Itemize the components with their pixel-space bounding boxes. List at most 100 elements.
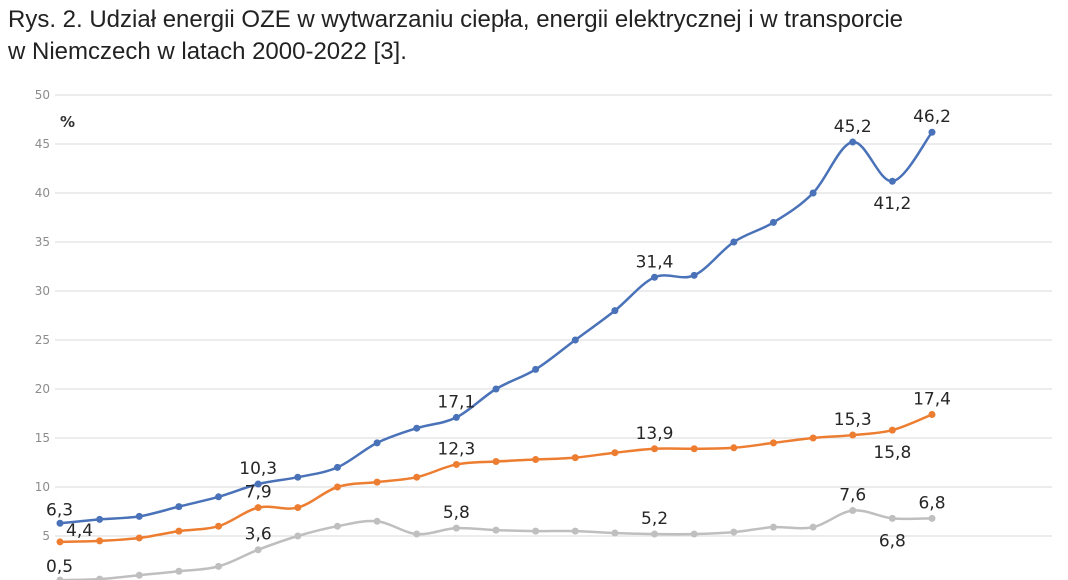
data-point xyxy=(96,515,104,523)
y-tick-label: 10 xyxy=(35,480,50,494)
y-tick-label: 15 xyxy=(35,431,50,445)
data-point xyxy=(294,473,302,481)
data-point xyxy=(532,365,540,373)
data-point xyxy=(849,431,857,439)
data-point xyxy=(294,504,302,512)
data-point xyxy=(730,444,738,452)
data-point xyxy=(175,567,183,575)
data-point xyxy=(809,523,817,531)
data-point xyxy=(333,483,341,491)
data-point xyxy=(294,532,302,540)
data-point xyxy=(492,385,500,393)
y-tick-label: 20 xyxy=(35,382,50,396)
data-point xyxy=(611,449,619,457)
data-label: 6,8 xyxy=(918,493,945,513)
data-point xyxy=(730,528,738,536)
data-point xyxy=(135,512,143,520)
figure-caption: Rys. 2. Udział energii OZE w wytwarzaniu… xyxy=(8,4,903,68)
data-point xyxy=(96,575,104,580)
data-point xyxy=(254,504,262,512)
data-point xyxy=(333,522,341,530)
data-point xyxy=(56,576,64,580)
data-label: 13,9 xyxy=(636,424,674,444)
data-point xyxy=(373,517,381,525)
caption-line-2: w Niemczech w latach 2000-2022 [3]. xyxy=(8,38,407,65)
data-label: 17,4 xyxy=(913,389,951,409)
data-point xyxy=(769,523,777,531)
data-point xyxy=(215,522,223,530)
data-label: 6,3 xyxy=(46,500,73,520)
data-label: 15,8 xyxy=(873,443,911,463)
data-labels: 6,3 10,3 17,1 31,4 45,2 41,2 46,2 4,4 7,9 12,3 13,… xyxy=(46,107,951,577)
data-label: 0,5 xyxy=(46,557,73,577)
data-point xyxy=(452,413,460,421)
data-point xyxy=(809,189,817,197)
data-label: 41,2 xyxy=(873,194,911,214)
y-tick-label: 45 xyxy=(35,137,50,151)
gridlines xyxy=(55,94,1052,537)
data-point xyxy=(373,439,381,447)
data-label: 17,1 xyxy=(437,392,475,412)
data-label: 10,3 xyxy=(239,459,277,479)
data-point xyxy=(333,463,341,471)
data-point xyxy=(611,307,619,315)
data-label: 45,2 xyxy=(834,117,872,137)
data-point xyxy=(888,177,896,185)
y-tick-label: 25 xyxy=(35,333,50,347)
data-point xyxy=(215,562,223,570)
y-tick-label: 5 xyxy=(42,529,50,543)
data-point xyxy=(492,526,500,534)
data-point xyxy=(769,218,777,226)
data-point xyxy=(56,519,64,527)
data-point xyxy=(888,514,896,522)
series-line-2 xyxy=(59,509,933,580)
data-label: 15,3 xyxy=(834,410,872,430)
data-label: 7,9 xyxy=(245,483,272,503)
data-point xyxy=(928,514,936,522)
data-label: 46,2 xyxy=(913,107,951,127)
data-point xyxy=(690,530,698,538)
data-label: 7,6 xyxy=(839,486,866,506)
data-point xyxy=(532,527,540,535)
data-label: 5,8 xyxy=(443,503,470,523)
data-point xyxy=(135,571,143,579)
data-point xyxy=(571,336,579,344)
data-point xyxy=(651,445,659,453)
y-tick-label: 30 xyxy=(35,284,50,298)
data-label: 31,4 xyxy=(636,252,674,272)
caption-line-1: Rys. 2. Udział energii OZE w wytwarzaniu… xyxy=(8,6,904,33)
data-point xyxy=(849,138,857,146)
data-point xyxy=(215,493,223,501)
data-point xyxy=(452,460,460,468)
data-point xyxy=(532,456,540,464)
y-tick-label: 40 xyxy=(35,186,50,200)
data-point xyxy=(413,530,421,538)
data-point xyxy=(135,534,143,542)
data-point xyxy=(56,538,64,546)
data-point xyxy=(175,527,183,535)
data-label: 6,8 xyxy=(879,531,906,551)
y-axis-unit: % xyxy=(60,113,75,131)
data-label: 5,2 xyxy=(641,509,668,529)
data-point xyxy=(254,546,262,554)
data-point xyxy=(571,454,579,462)
data-point xyxy=(373,478,381,486)
y-axis-ticks: 5 10 15 20 25 30 35 40 45 50 xyxy=(35,88,50,543)
data-label: 12,3 xyxy=(437,439,475,459)
data-point xyxy=(413,473,421,481)
data-point xyxy=(809,434,817,442)
data-point xyxy=(254,480,262,488)
y-tick-label: 35 xyxy=(35,235,50,249)
series-line-1 xyxy=(59,413,933,544)
data-point xyxy=(928,128,936,136)
data-point xyxy=(452,524,460,532)
data-point xyxy=(769,439,777,447)
data-point xyxy=(928,410,936,418)
data-point xyxy=(690,445,698,453)
series-lines xyxy=(56,128,936,580)
data-point xyxy=(96,537,104,545)
data-point xyxy=(651,530,659,538)
data-point xyxy=(571,527,579,535)
data-point xyxy=(690,271,698,279)
